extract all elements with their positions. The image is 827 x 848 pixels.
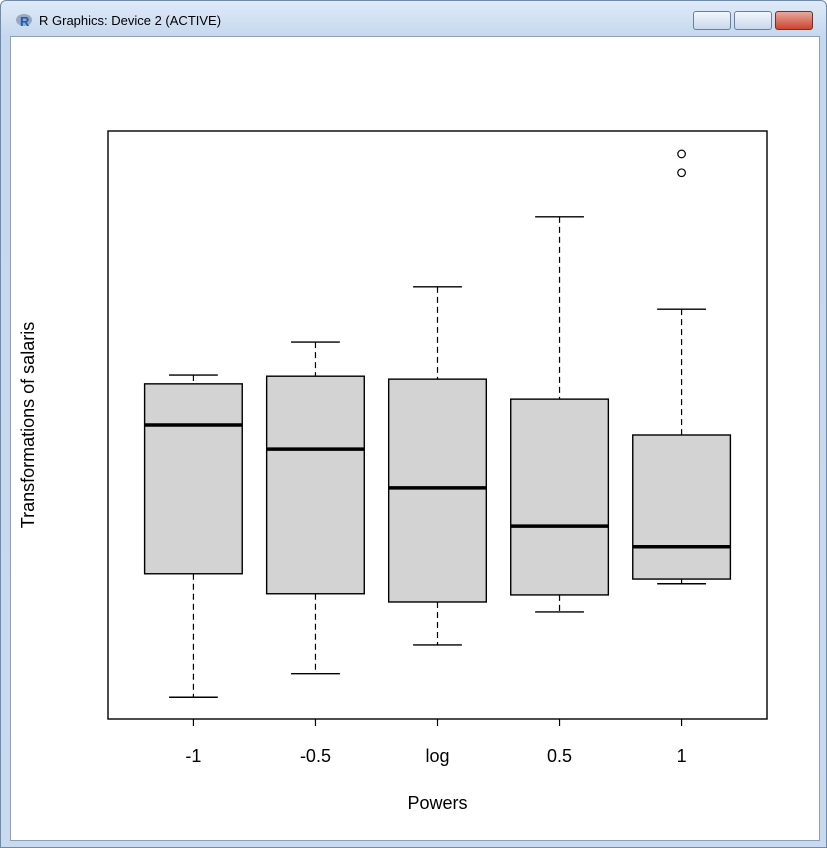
box — [632, 434, 732, 580]
x-tick-label: log — [425, 746, 449, 766]
box — [143, 383, 243, 575]
minimize-button[interactable] — [693, 11, 731, 30]
outlier — [677, 168, 686, 178]
app-icon: R — [16, 14, 32, 29]
window-title: R Graphics: Device 2 (ACTIVE) — [39, 13, 222, 28]
close-button[interactable] — [775, 11, 813, 30]
title-bar: R R Graphics: Device 2 (ACTIVE) — [1, 1, 826, 37]
x-tick-label: 0.5 — [547, 746, 572, 766]
svg-text:R: R — [20, 14, 30, 29]
maximize-button[interactable] — [734, 11, 772, 30]
box — [265, 375, 365, 595]
x-axis-label: Powers — [407, 793, 467, 813]
y-axis-label: Transformations of salaris — [18, 322, 38, 528]
outlier — [677, 149, 686, 159]
x-tick-label: -0.5 — [300, 746, 331, 766]
x-tick-label: 1 — [677, 746, 687, 766]
box — [387, 378, 488, 603]
graphics-device: -1 -0.5 log 0.5 1 Powers Transformations of sa… — [10, 36, 820, 841]
box — [510, 398, 610, 596]
chart: -1 -0.5 log 0.5 1 Powers Transformations of sa… — [18, 130, 768, 813]
x-tick-label: -1 — [185, 746, 201, 766]
